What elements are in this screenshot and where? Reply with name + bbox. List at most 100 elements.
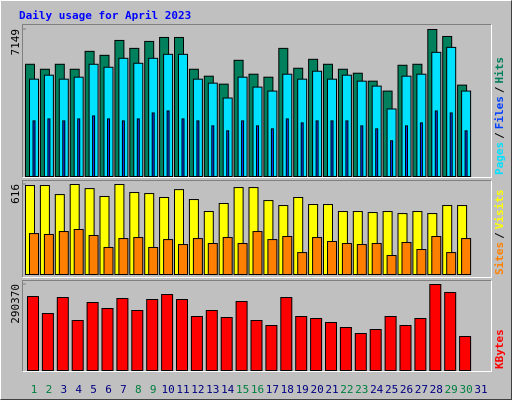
bar xyxy=(464,130,468,177)
bar xyxy=(327,240,337,275)
x-tick-label: 12 xyxy=(191,383,204,396)
bar xyxy=(190,316,203,371)
bar xyxy=(56,297,69,371)
bar xyxy=(414,318,427,372)
bar xyxy=(431,236,442,275)
bar xyxy=(146,299,159,371)
x-tick-label: 8 xyxy=(135,383,142,396)
bar xyxy=(312,237,323,276)
bar xyxy=(118,238,129,275)
bar xyxy=(250,320,263,372)
legend-item: Files xyxy=(493,96,506,129)
y-tick-label: 7149 xyxy=(9,29,22,56)
bar xyxy=(161,294,174,372)
bar xyxy=(151,112,155,177)
chart-title: Daily usage for April 2023 xyxy=(19,9,191,22)
x-tick-label: 11 xyxy=(176,383,189,396)
bar xyxy=(235,301,248,372)
bar xyxy=(62,120,66,178)
bar xyxy=(116,298,129,371)
bar xyxy=(297,252,308,275)
bar xyxy=(386,255,397,276)
bar xyxy=(29,233,39,276)
bar xyxy=(41,313,54,372)
x-tick-label: 7 xyxy=(120,383,127,396)
bar xyxy=(220,317,233,371)
bar xyxy=(181,118,185,177)
bar xyxy=(101,308,114,372)
bar xyxy=(267,239,278,275)
legend: Pages / Files / Hits xyxy=(493,57,506,175)
bar xyxy=(354,333,367,371)
bar xyxy=(310,318,323,372)
y-tick-label: 616 xyxy=(9,184,22,204)
bar xyxy=(27,296,39,371)
bar xyxy=(166,110,170,177)
y-tick-label: 290370 xyxy=(9,284,22,324)
bar xyxy=(176,299,188,371)
legend-item: Sites xyxy=(493,242,506,275)
bar xyxy=(207,243,218,275)
bar xyxy=(300,122,304,178)
x-tick-label: 20 xyxy=(310,383,323,396)
x-tick-label: 24 xyxy=(370,383,384,396)
bar xyxy=(88,234,99,276)
bar xyxy=(163,239,174,275)
x-tick-label: 1 xyxy=(31,383,38,396)
x-tick-label: 4 xyxy=(75,383,82,396)
bar xyxy=(43,233,54,275)
bar xyxy=(459,336,472,371)
x-tick-label: 14 xyxy=(221,383,235,396)
bar xyxy=(131,310,144,371)
bar xyxy=(73,229,84,275)
bar xyxy=(86,302,99,371)
x-tick-label: 28 xyxy=(430,383,443,396)
legend-separator: / xyxy=(493,232,506,239)
bar xyxy=(429,284,442,371)
panel-border xyxy=(22,24,492,178)
bar xyxy=(103,246,114,275)
bar xyxy=(133,237,144,276)
bar xyxy=(148,246,159,275)
x-tick-label: 13 xyxy=(206,383,219,396)
legend-separator: / xyxy=(493,86,506,93)
bar xyxy=(330,120,334,178)
x-tick-label: 27 xyxy=(415,383,428,396)
bar xyxy=(280,297,293,371)
panel-border xyxy=(22,280,492,372)
panel-border xyxy=(22,280,492,372)
x-tick-label: 19 xyxy=(296,383,309,396)
bar xyxy=(345,120,349,178)
bar xyxy=(375,128,379,177)
bar xyxy=(449,112,453,177)
legend-separator: / xyxy=(493,132,506,139)
x-tick-label: 16 xyxy=(251,383,264,396)
bar xyxy=(196,120,200,178)
bar xyxy=(285,118,289,177)
bar xyxy=(205,310,218,371)
bar xyxy=(369,329,382,371)
bar xyxy=(136,118,140,177)
bar xyxy=(405,125,408,177)
bar xyxy=(222,237,233,276)
bar xyxy=(325,322,337,371)
legend: Sites / Visits xyxy=(493,190,506,276)
bar xyxy=(252,231,263,275)
bar xyxy=(341,243,352,275)
x-tick-label: 21 xyxy=(325,383,338,396)
x-tick-label: 15 xyxy=(236,383,249,396)
x-tick-label: 17 xyxy=(266,383,279,396)
x-tick-label: 6 xyxy=(105,383,112,396)
bar xyxy=(360,125,364,177)
x-tick-label: 9 xyxy=(150,383,157,396)
x-tick-label: 25 xyxy=(385,383,398,396)
legend-item: KBytes xyxy=(493,329,506,369)
x-tick-label: 10 xyxy=(161,383,174,396)
bar xyxy=(384,316,397,371)
legend-item: Hits xyxy=(493,57,506,84)
bar xyxy=(121,120,125,178)
bar xyxy=(444,292,457,371)
bar xyxy=(107,118,110,177)
x-tick-label: 3 xyxy=(60,383,67,396)
